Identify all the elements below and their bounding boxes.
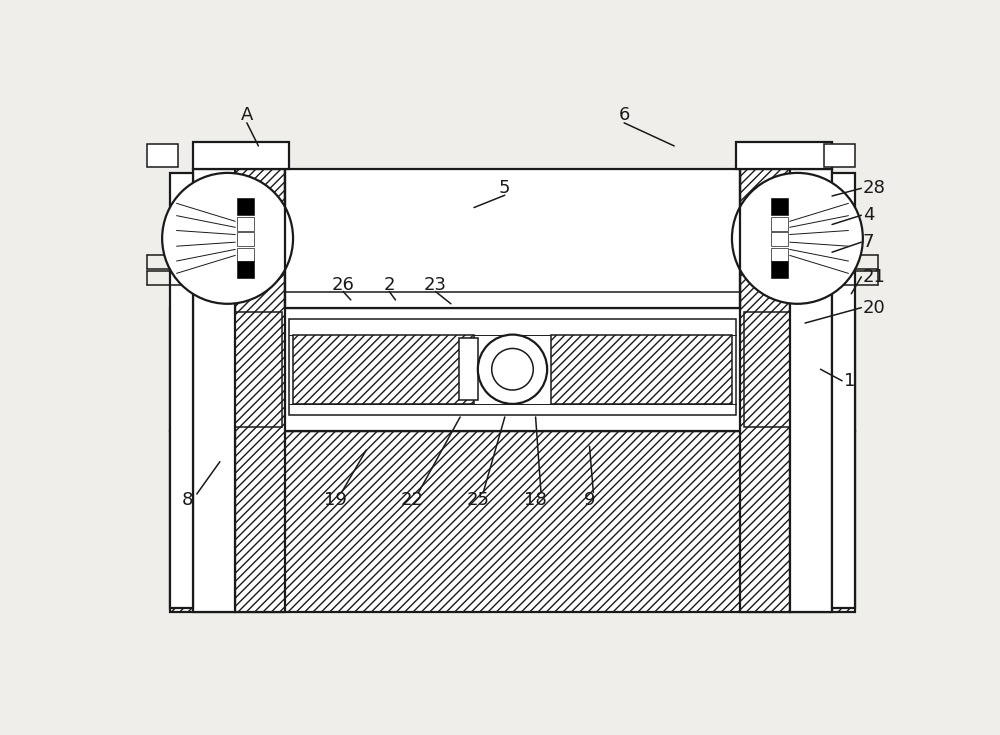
Circle shape [492,348,533,390]
Bar [235,169,285,612]
Text: 20: 20 [863,298,886,317]
Text: 18: 18 [524,491,547,509]
Bar [832,173,855,608]
Bar [790,169,832,612]
Text: 25: 25 [466,491,489,509]
Bar [736,142,832,169]
Text: 26: 26 [332,276,355,293]
Bar [744,312,855,427]
Text: 4: 4 [863,207,874,224]
Bar [170,173,193,608]
Bar [551,334,732,404]
Bar [237,217,254,231]
Bar [771,232,788,246]
Bar [193,142,289,169]
Text: A: A [241,106,253,124]
Text: 5: 5 [499,179,511,197]
Text: 28: 28 [863,179,886,197]
Bar [285,169,740,308]
Text: 19: 19 [324,491,347,509]
Bar [289,319,736,415]
Text: 1: 1 [844,372,855,390]
Text: 7: 7 [863,233,874,251]
Bar [170,431,855,612]
Bar [771,262,788,279]
Text: 8: 8 [182,491,193,509]
Bar [147,144,178,167]
Bar [170,312,282,427]
Circle shape [478,334,547,404]
Bar [824,144,855,167]
Text: 9: 9 [584,491,595,509]
Bar [740,169,790,612]
Bar [237,198,254,215]
Bar [237,248,254,262]
Circle shape [162,173,293,304]
Bar [237,232,254,246]
Circle shape [732,173,863,304]
Bar [771,217,788,231]
Bar [170,308,855,431]
Bar [771,248,788,262]
Bar [193,169,235,612]
Bar [459,338,478,400]
Text: 21: 21 [863,268,886,286]
Bar [237,262,254,279]
Text: 6: 6 [618,106,630,124]
Text: 22: 22 [401,491,424,509]
Bar [771,198,788,215]
Text: 23: 23 [424,276,447,293]
Text: 2: 2 [384,276,395,293]
Bar [293,334,474,404]
